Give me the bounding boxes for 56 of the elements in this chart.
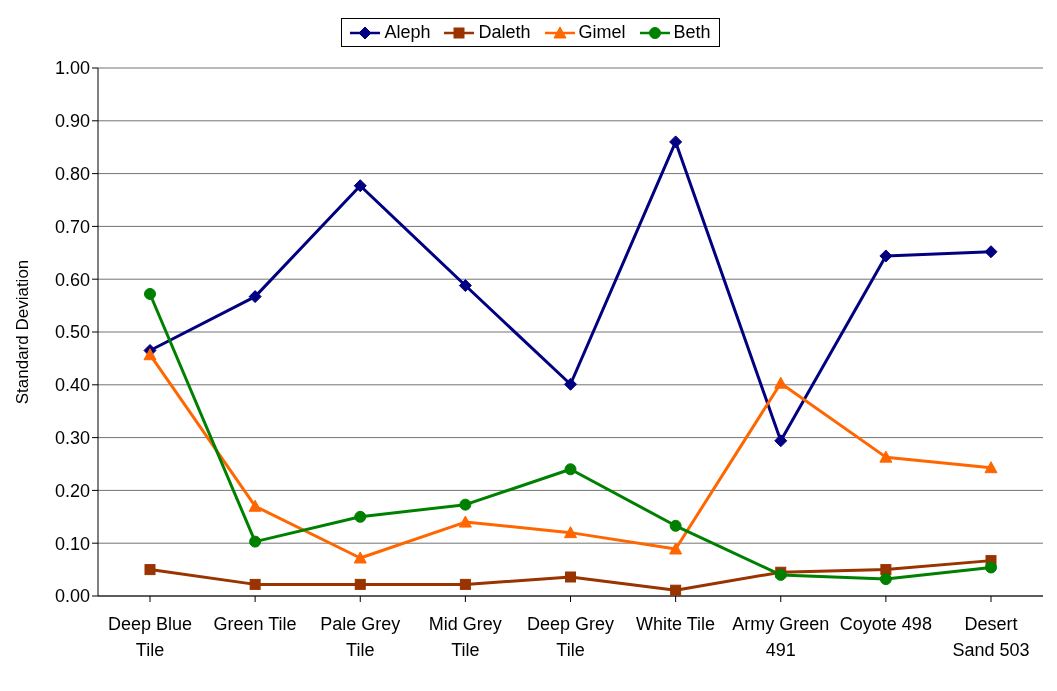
point — [985, 561, 997, 574]
y-tick-label: 0.60 — [54, 269, 90, 290]
y-tick-label: 0.00 — [54, 586, 90, 607]
point — [353, 179, 367, 193]
y-tick-label: 0.50 — [54, 322, 90, 343]
y-tick-label: 0.30 — [54, 427, 90, 448]
point — [144, 287, 156, 300]
point — [984, 461, 998, 474]
y-tick-label: 0.40 — [54, 375, 90, 396]
point — [774, 376, 788, 389]
point — [565, 571, 576, 583]
point — [670, 584, 682, 596]
point — [669, 135, 683, 149]
x-tick-label: Army Green 491 — [732, 614, 830, 660]
point — [353, 551, 367, 564]
point — [248, 499, 262, 512]
point — [249, 535, 262, 548]
point — [144, 564, 156, 576]
point — [459, 578, 471, 590]
y-tick-label: 0.80 — [54, 163, 90, 184]
x-tick-label: Mid Grey Tile — [428, 614, 502, 660]
x-tick-label: Green Tile — [213, 614, 297, 634]
legend-label: Beth — [672, 22, 711, 43]
point — [984, 245, 998, 259]
point — [669, 519, 682, 532]
point — [879, 573, 892, 586]
point — [564, 377, 577, 391]
y-tick-label: 0.90 — [54, 111, 90, 132]
point — [669, 542, 683, 555]
x-tick-label: Desert Sand 503 — [952, 614, 1030, 660]
y-tick-label: 0.70 — [54, 216, 90, 237]
point — [564, 463, 577, 476]
point — [143, 348, 157, 361]
x-tick-label: Deep Blue Tile — [107, 614, 193, 660]
point — [354, 510, 367, 523]
point — [564, 526, 577, 539]
y-tick-label: 0.20 — [54, 480, 90, 501]
x-tick-label: Pale Grey Tile — [320, 614, 401, 660]
x-tick-label: White Tile — [636, 614, 716, 634]
point — [879, 450, 893, 463]
x-tick-label: Coyote 498 — [839, 614, 932, 634]
point — [354, 578, 366, 590]
point — [458, 279, 472, 293]
legend-label: Daleth — [477, 22, 531, 43]
legend-label: Aleph — [383, 22, 431, 43]
point — [249, 578, 261, 590]
y-axis-title: Standard Deviation — [13, 259, 33, 405]
y-tick-label: 1.00 — [54, 58, 90, 79]
legend-label: Gimel — [577, 22, 626, 43]
point — [458, 515, 472, 528]
y-tick-label: 0.10 — [54, 533, 90, 554]
x-tick-label: Deep Grey Tile — [526, 614, 615, 660]
point — [774, 434, 788, 448]
point — [248, 290, 262, 304]
point — [879, 249, 893, 263]
point — [459, 498, 472, 511]
